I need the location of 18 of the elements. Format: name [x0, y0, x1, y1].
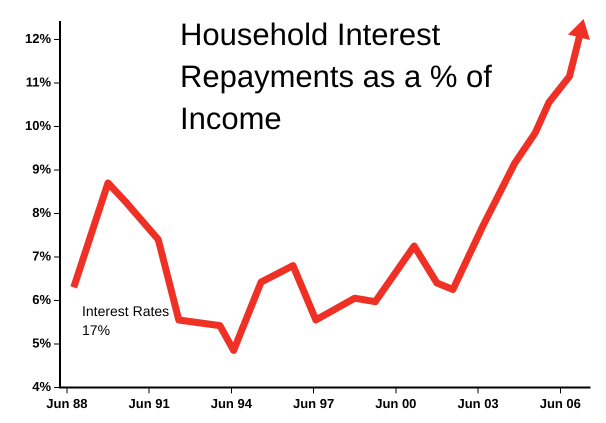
- y-tick-label: 11%: [26, 74, 52, 90]
- x-tick-label: Jun 91: [128, 396, 170, 411]
- x-tick-label: Jun 00: [375, 396, 416, 411]
- y-tick-label: 9%: [32, 161, 52, 176]
- annotation: Interest Rates 17%: [82, 302, 170, 340]
- x-tick-label: Jun 94: [210, 396, 253, 411]
- x-tick-label: Jun 97: [292, 396, 334, 411]
- x-tick-label: Jun 03: [457, 396, 499, 411]
- y-tick-label: 8%: [32, 204, 52, 220]
- y-tick-label: 5%: [32, 335, 52, 350]
- y-tick-label: 4%: [32, 378, 52, 394]
- y-tick-label: 6%: [32, 292, 52, 307]
- y-tick-label: 7%: [32, 248, 52, 264]
- y-tick-label: 12%: [24, 30, 52, 46]
- text: Household Interest Repayments as a % of Income: [180, 16, 493, 138]
- x-tick-label: Jun 88: [46, 396, 88, 411]
- y-tick-label: 10%: [24, 118, 52, 133]
- x-tick-label: Jun 06: [540, 396, 581, 411]
